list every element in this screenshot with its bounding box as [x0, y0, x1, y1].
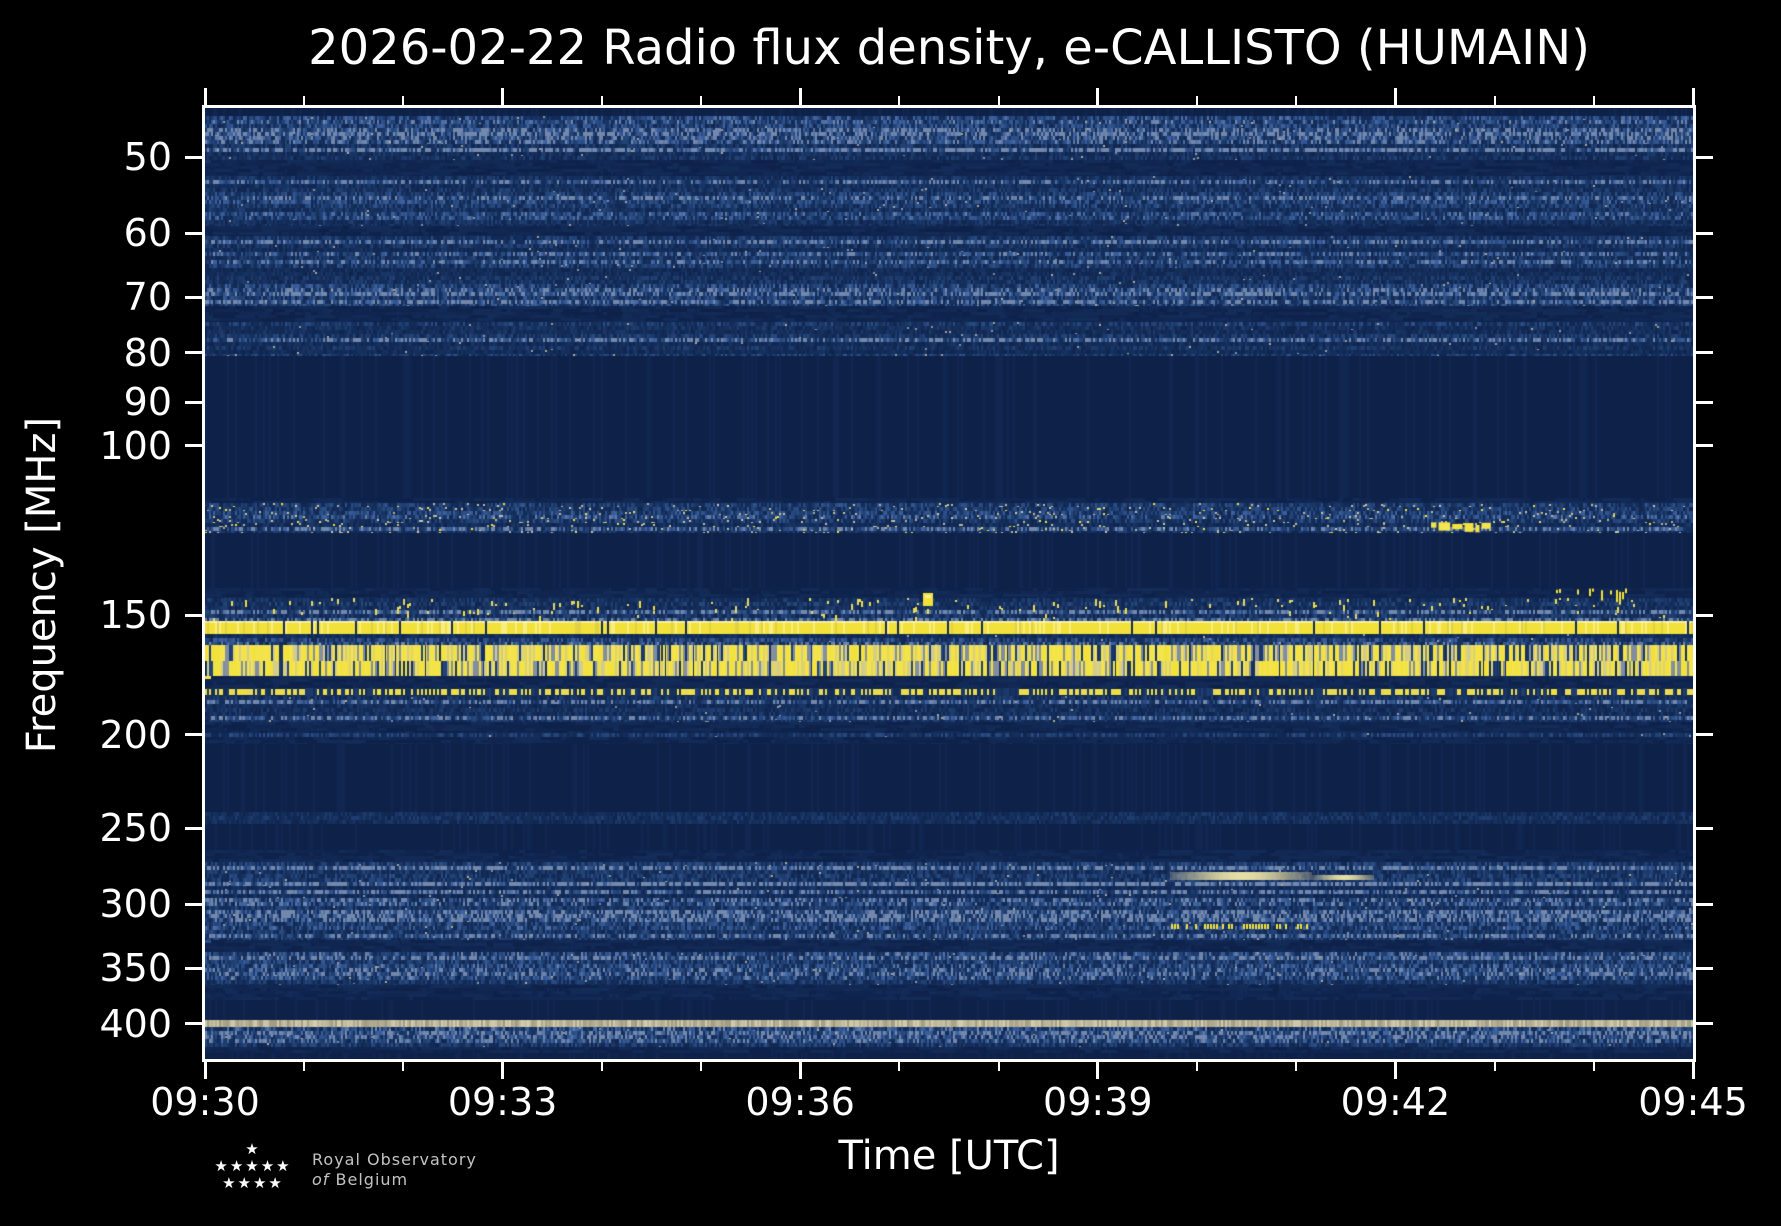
x-minor-tick	[1493, 1059, 1496, 1071]
x-minor-tick-top	[898, 96, 901, 108]
y-major-tick-right	[1693, 295, 1713, 299]
y-major-tick	[185, 351, 205, 355]
y-tick-label: 150	[99, 593, 172, 638]
y-major-tick	[185, 444, 205, 448]
spectrogram-canvas	[205, 108, 1693, 1059]
x-minor-tick-top	[997, 96, 1000, 108]
y-tick-label: 350	[99, 946, 172, 991]
y-major-tick-right	[1693, 351, 1713, 355]
x-minor-tick-top	[1295, 96, 1298, 108]
y-major-tick-right	[1693, 966, 1713, 970]
x-minor-tick	[1295, 1059, 1298, 1071]
x-tick-label: 09:45	[1638, 1080, 1748, 1124]
y-major-tick-right	[1693, 231, 1713, 235]
y-tick-label: 50	[123, 135, 172, 179]
y-major-tick	[185, 733, 205, 737]
x-major-tick	[1096, 1059, 1100, 1079]
y-tick-label: 80	[123, 330, 172, 375]
y-tick-label: 100	[99, 423, 172, 468]
logo-line1: Royal Observatory	[312, 1150, 477, 1169]
x-minor-tick	[600, 1059, 603, 1071]
x-major-tick	[1393, 1059, 1397, 1079]
x-minor-tick	[402, 1059, 405, 1071]
y-major-tick-right	[1693, 613, 1713, 617]
x-major-tick-top	[1691, 88, 1695, 108]
x-minor-tick	[700, 1059, 702, 1071]
y-major-tick-right	[1693, 826, 1713, 830]
x-minor-tick-top	[303, 96, 306, 108]
observatory-logo-text: Royal Observatory of Belgium	[312, 1150, 477, 1190]
x-minor-tick-top	[600, 96, 603, 108]
x-minor-tick	[898, 1059, 901, 1071]
y-tick-label: 300	[99, 882, 172, 927]
x-minor-tick	[1196, 1059, 1198, 1071]
x-major-tick	[798, 1059, 802, 1079]
x-major-tick	[501, 1059, 505, 1079]
y-tick-label: 60	[123, 211, 172, 255]
y-tick-label: 90	[123, 380, 172, 425]
y-major-tick	[185, 155, 205, 159]
y-major-tick	[185, 902, 205, 906]
x-tick-label: 09:30	[150, 1080, 260, 1124]
y-major-tick-right	[1693, 733, 1713, 737]
x-minor-tick-top	[700, 96, 702, 108]
plot-frame	[202, 105, 1696, 1062]
x-tick-label: 09:39	[1043, 1080, 1153, 1124]
x-tick-label: 09:33	[447, 1080, 558, 1124]
x-minor-tick	[1592, 1059, 1595, 1071]
y-major-tick	[185, 613, 205, 617]
y-tick-label: 200	[99, 712, 172, 757]
x-minor-tick-top	[1592, 96, 1595, 108]
y-major-tick	[185, 295, 205, 299]
y-major-tick-right	[1693, 155, 1713, 159]
y-major-tick	[185, 826, 205, 830]
x-major-tick-top	[1393, 88, 1397, 108]
x-tick-label: 09:42	[1340, 1080, 1451, 1124]
logo-line2-belgium: Belgium	[335, 1170, 409, 1189]
y-major-tick-right	[1693, 444, 1713, 448]
y-major-tick-right	[1693, 400, 1713, 404]
x-minor-tick	[997, 1059, 1000, 1071]
x-major-tick-top	[203, 88, 207, 108]
x-major-tick	[1691, 1059, 1695, 1079]
y-major-tick	[185, 1022, 205, 1026]
x-tick-label: 09:36	[745, 1080, 855, 1124]
y-major-tick	[185, 231, 205, 235]
y-major-tick	[185, 400, 205, 404]
logo-star-row: ★	[245, 1140, 261, 1158]
x-minor-tick-top	[402, 96, 405, 108]
logo-star-row: ★★★★	[222, 1174, 284, 1192]
y-major-tick-right	[1693, 902, 1713, 906]
x-minor-tick-top	[1493, 96, 1496, 108]
y-major-tick	[185, 966, 205, 970]
observatory-logo-stars-icon: ★ ★★★★★ ★★★★	[200, 1141, 306, 1192]
y-major-tick-right	[1693, 1022, 1713, 1026]
y-tick-label: 400	[99, 1001, 172, 1046]
x-minor-tick-top	[1196, 96, 1198, 108]
logo-line2: of Belgium	[312, 1170, 477, 1190]
x-major-tick-top	[501, 88, 505, 108]
x-major-tick	[203, 1059, 207, 1079]
x-major-tick-top	[798, 88, 802, 108]
page-title: 2026-02-22 Radio flux density, e-CALLIST…	[308, 20, 1590, 76]
x-axis-label: Time [UTC]	[838, 1133, 1060, 1179]
y-tick-label: 250	[99, 806, 172, 850]
y-tick-label: 70	[123, 275, 172, 320]
logo-star-row: ★★★★★	[214, 1157, 292, 1175]
x-major-tick-top	[1096, 88, 1100, 108]
logo-line2-of: of	[312, 1170, 330, 1189]
x-minor-tick	[303, 1059, 306, 1071]
